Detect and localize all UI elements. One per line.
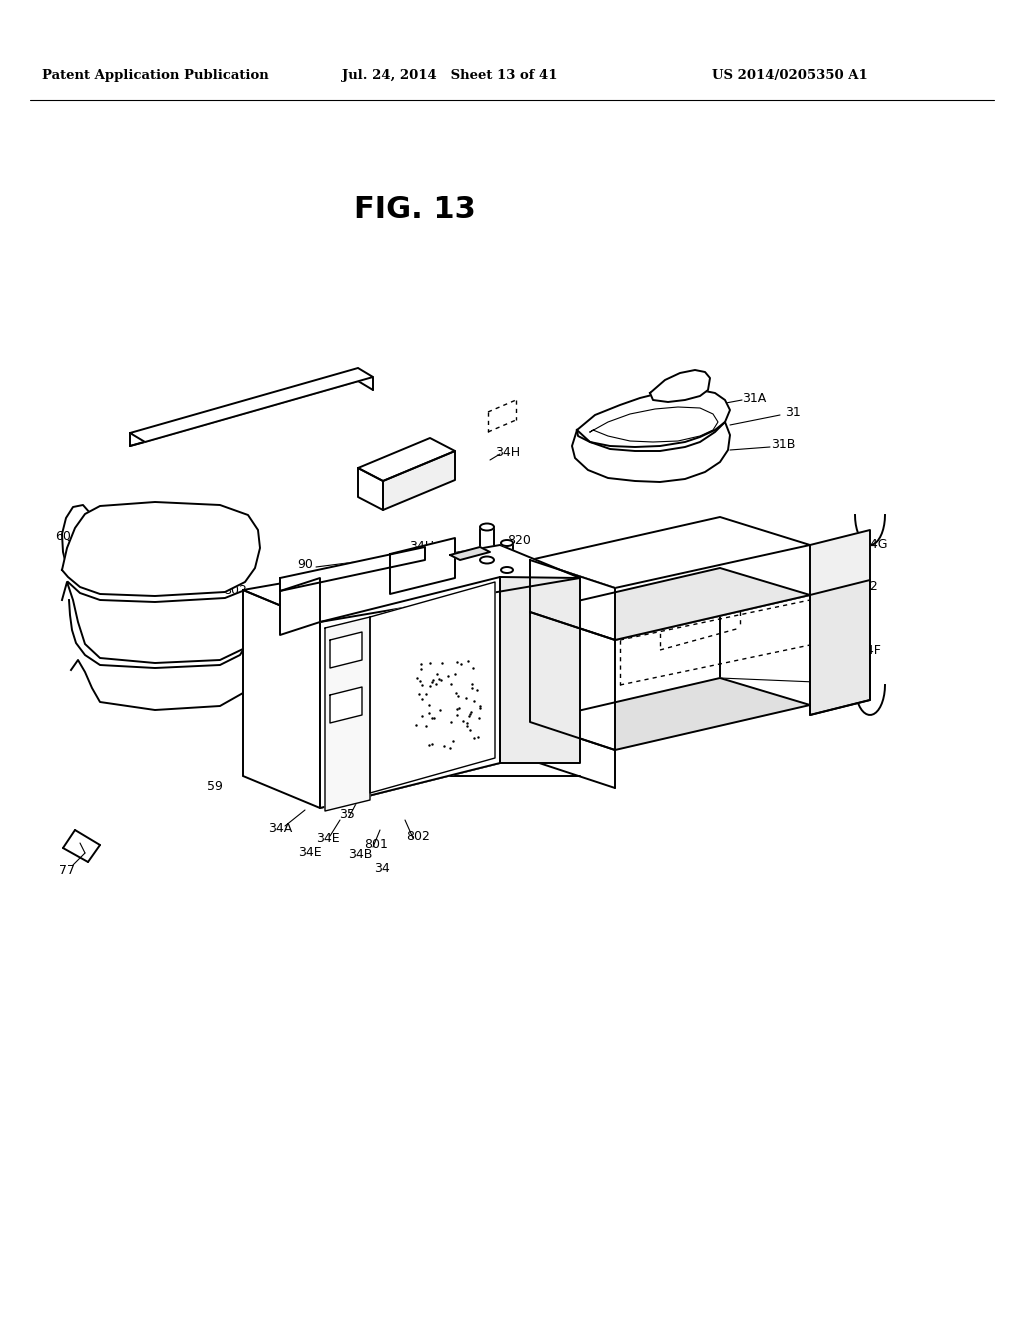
Polygon shape (358, 438, 455, 480)
Text: 820: 820 (507, 533, 530, 546)
Text: 31A: 31A (741, 392, 766, 404)
Polygon shape (280, 546, 425, 591)
Text: 31B: 31B (771, 438, 796, 451)
Polygon shape (530, 560, 615, 640)
Polygon shape (330, 686, 362, 723)
Text: 34C: 34C (236, 602, 260, 615)
Polygon shape (530, 568, 810, 640)
Text: 34E: 34E (298, 846, 322, 859)
Text: 34G: 34G (862, 539, 888, 552)
Polygon shape (650, 370, 710, 403)
Ellipse shape (480, 524, 494, 531)
Polygon shape (577, 389, 730, 447)
Text: 34E: 34E (316, 832, 340, 845)
Text: 801: 801 (365, 838, 388, 851)
Polygon shape (370, 582, 495, 793)
Polygon shape (325, 616, 370, 810)
Polygon shape (130, 368, 373, 442)
Polygon shape (390, 539, 455, 594)
Text: US 2014/0205350 A1: US 2014/0205350 A1 (712, 69, 868, 82)
Polygon shape (330, 632, 362, 668)
Text: 37: 37 (451, 552, 466, 565)
Polygon shape (243, 545, 580, 622)
Text: 34: 34 (374, 862, 390, 874)
Text: 34H: 34H (410, 540, 434, 553)
Text: 34F: 34F (858, 644, 882, 656)
Polygon shape (530, 678, 810, 750)
Polygon shape (62, 502, 260, 597)
Text: Jul. 24, 2014   Sheet 13 of 41: Jul. 24, 2014 Sheet 13 of 41 (342, 69, 558, 82)
Ellipse shape (501, 540, 513, 546)
Polygon shape (500, 577, 580, 763)
Text: 77: 77 (59, 863, 75, 876)
Polygon shape (280, 578, 319, 635)
Text: 34B: 34B (348, 849, 372, 862)
Polygon shape (530, 517, 810, 587)
Polygon shape (62, 582, 258, 663)
Text: 34H: 34H (496, 446, 520, 458)
Ellipse shape (501, 568, 513, 573)
Polygon shape (319, 577, 500, 808)
Polygon shape (810, 579, 870, 715)
Polygon shape (450, 546, 490, 560)
Text: 90: 90 (297, 558, 313, 572)
Polygon shape (69, 601, 253, 710)
Text: FIG. 13: FIG. 13 (354, 195, 476, 224)
Text: Patent Application Publication: Patent Application Publication (42, 69, 268, 82)
Text: 31: 31 (785, 407, 801, 420)
Polygon shape (358, 469, 383, 510)
Polygon shape (530, 612, 615, 750)
Ellipse shape (480, 557, 494, 564)
Polygon shape (572, 422, 730, 482)
Polygon shape (243, 590, 319, 808)
Text: 802: 802 (223, 583, 247, 597)
Text: 34K: 34K (816, 673, 840, 686)
Polygon shape (383, 451, 455, 510)
Text: 802: 802 (407, 829, 430, 842)
Text: 35: 35 (339, 808, 355, 821)
Text: 800: 800 (600, 734, 624, 747)
Text: 34A: 34A (268, 821, 292, 834)
Text: 60: 60 (55, 531, 71, 544)
Polygon shape (810, 531, 870, 715)
Text: 59: 59 (207, 780, 223, 792)
Text: 34D: 34D (578, 704, 603, 717)
Text: 32: 32 (862, 581, 878, 594)
